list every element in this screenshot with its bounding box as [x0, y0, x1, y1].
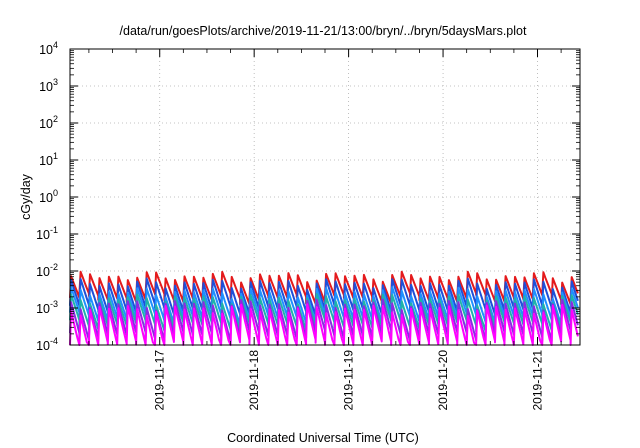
- x-tick-label: 2019-11-18: [247, 350, 261, 411]
- y-tick-label: 104: [39, 40, 58, 57]
- y-tick-label: 10-4: [36, 336, 58, 353]
- x-tick-label: 2019-11-17: [153, 350, 167, 411]
- y-tick-label: 101: [39, 151, 58, 168]
- y-tick-label: 10-1: [36, 225, 58, 242]
- y-tick-label: 100: [39, 188, 58, 205]
- x-tick-label: 2019-11-21: [531, 350, 545, 411]
- x-tick-label: 2019-11-20: [436, 350, 450, 411]
- y-tick-label: 10-3: [36, 299, 58, 316]
- y-tick-label: 10-2: [36, 262, 58, 279]
- x-tick-label: 2019-11-19: [342, 350, 356, 411]
- x-axis-label: Coordinated Universal Time (UTC): [227, 431, 419, 445]
- chart-title: /data/run/goesPlots/archive/2019-11-21/1…: [120, 24, 527, 38]
- y-axis-label: cGy/day: [19, 173, 33, 220]
- y-tick-label: 103: [39, 77, 58, 94]
- series-layer: [69, 270, 579, 346]
- axis-ticks: 10-4 10-3 10-2 10-1 100 101 102 103 104 2019-11-1…: [36, 40, 580, 411]
- grid-lines: [70, 49, 580, 345]
- y-tick-label: 102: [39, 114, 58, 131]
